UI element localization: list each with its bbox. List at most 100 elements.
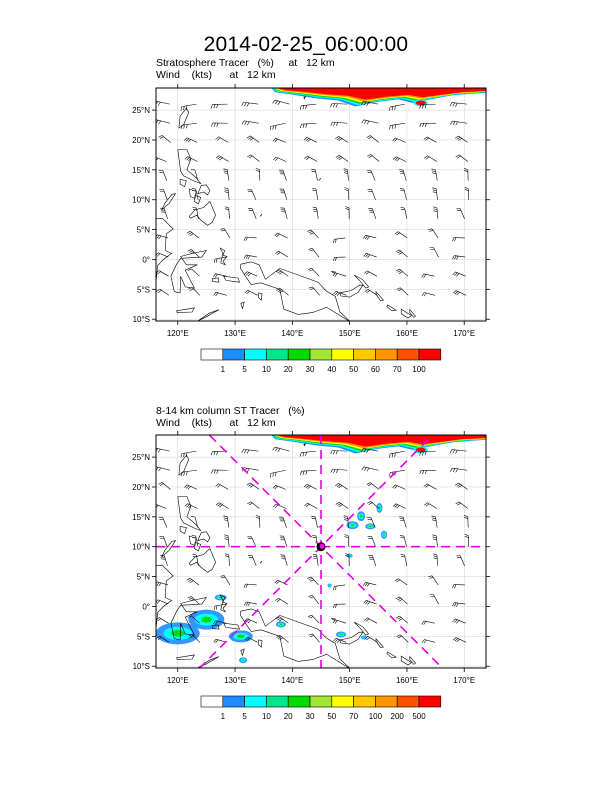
colorbar-box bbox=[200, 695, 224, 708]
wind-barb bbox=[455, 154, 469, 162]
wind-barb bbox=[158, 170, 168, 181]
wind-barb bbox=[392, 156, 406, 162]
lat-label: 10°N bbox=[132, 543, 150, 552]
tracer-blob bbox=[363, 636, 365, 639]
lon-label: 130°E bbox=[224, 329, 246, 338]
wind-barb bbox=[243, 601, 257, 607]
wind-barb bbox=[158, 482, 171, 490]
wind-barb bbox=[244, 289, 258, 296]
wind-barb bbox=[273, 503, 287, 509]
lat-label: 20°N bbox=[132, 483, 150, 492]
coastline bbox=[260, 560, 263, 564]
wind-barb bbox=[455, 135, 468, 143]
colorbar-label: 30 bbox=[306, 712, 315, 721]
wind-barb bbox=[367, 154, 380, 162]
wind-barb bbox=[308, 595, 320, 605]
wind-barb bbox=[224, 187, 230, 200]
coastline bbox=[178, 454, 190, 476]
tracer-blob bbox=[237, 634, 245, 639]
wind-barb bbox=[272, 99, 290, 105]
wind-barb bbox=[364, 636, 378, 643]
colorbar-box bbox=[222, 695, 245, 708]
wind-barb bbox=[156, 270, 169, 277]
coastline bbox=[303, 95, 307, 100]
coastline bbox=[339, 284, 364, 298]
lat-label: 10°S bbox=[133, 662, 150, 671]
wind-barb bbox=[452, 618, 466, 624]
wind-barb bbox=[345, 553, 350, 566]
coastline bbox=[177, 496, 202, 532]
wind-barb bbox=[333, 237, 346, 244]
wind-barb bbox=[241, 448, 259, 454]
colorbar-label: 50 bbox=[327, 712, 336, 721]
colorbar-box bbox=[418, 348, 442, 361]
wind-barb bbox=[186, 230, 200, 239]
colorbar-box bbox=[353, 695, 376, 708]
coastline bbox=[211, 277, 220, 283]
wind-barb bbox=[215, 155, 229, 162]
colorbar-label: 100 bbox=[369, 712, 383, 721]
colorbar-box bbox=[418, 695, 442, 708]
wind-barb bbox=[275, 250, 289, 258]
wind-barb bbox=[269, 122, 286, 131]
wind-barb bbox=[450, 467, 468, 473]
wind-barb bbox=[452, 271, 466, 277]
tracer-shading-top bbox=[276, 435, 486, 447]
colorbar-label: 30 bbox=[306, 365, 315, 374]
wind-barb bbox=[303, 137, 317, 143]
wind-barb bbox=[449, 102, 467, 107]
wind-barb bbox=[335, 155, 349, 162]
wind-barb bbox=[223, 515, 230, 528]
wind-barb bbox=[452, 290, 467, 296]
coastline bbox=[240, 301, 245, 310]
wind-barb bbox=[455, 482, 468, 490]
wind-barb bbox=[299, 103, 317, 110]
coastline bbox=[170, 250, 208, 294]
wind-barb bbox=[335, 483, 348, 490]
wind-barb bbox=[431, 168, 438, 181]
coastline bbox=[177, 149, 202, 185]
wind-barb bbox=[190, 169, 199, 181]
coastline bbox=[258, 639, 263, 648]
wind-barb bbox=[247, 536, 257, 547]
wind-barb bbox=[333, 291, 347, 296]
colorbar-label: 1 bbox=[221, 712, 226, 721]
wind-barb bbox=[423, 136, 437, 143]
wind-barb bbox=[330, 103, 348, 108]
wind-barb bbox=[156, 617, 169, 624]
wind-barb bbox=[191, 535, 199, 547]
wind-barb bbox=[156, 100, 170, 106]
lat-label: 5°N bbox=[137, 226, 151, 235]
coastline bbox=[353, 274, 370, 289]
wind-barb bbox=[215, 502, 229, 509]
wind-barb bbox=[431, 515, 438, 528]
colorbar-label: 5 bbox=[242, 712, 247, 721]
map-frame bbox=[155, 434, 487, 669]
wind-barb bbox=[429, 247, 439, 258]
wind-barb bbox=[213, 620, 227, 625]
coastline bbox=[176, 654, 195, 660]
coastline bbox=[258, 292, 263, 301]
wind-barb bbox=[343, 168, 349, 181]
lon-label: 130°E bbox=[224, 676, 246, 685]
wind-barb bbox=[180, 469, 197, 477]
colorbar-box bbox=[309, 348, 333, 361]
map-frame bbox=[155, 87, 487, 322]
colorbar-label: 500 bbox=[412, 712, 426, 721]
wind-barb bbox=[280, 554, 288, 566]
wind-barb bbox=[247, 501, 260, 509]
colorbar-box bbox=[287, 348, 311, 361]
wind-barb bbox=[300, 122, 317, 129]
wind-barb bbox=[333, 638, 347, 643]
wind-barb bbox=[463, 515, 469, 528]
wind-barb bbox=[214, 603, 226, 610]
wind-barb bbox=[366, 135, 379, 143]
tracer-blob bbox=[368, 525, 372, 528]
wind-barb bbox=[159, 536, 168, 547]
wind-barb bbox=[399, 535, 407, 547]
lon-label: 150°E bbox=[339, 329, 361, 338]
wind-barb bbox=[368, 208, 377, 219]
lat-label: 5°N bbox=[137, 573, 151, 582]
wind-barb bbox=[366, 482, 379, 490]
wind-barb bbox=[279, 535, 288, 547]
